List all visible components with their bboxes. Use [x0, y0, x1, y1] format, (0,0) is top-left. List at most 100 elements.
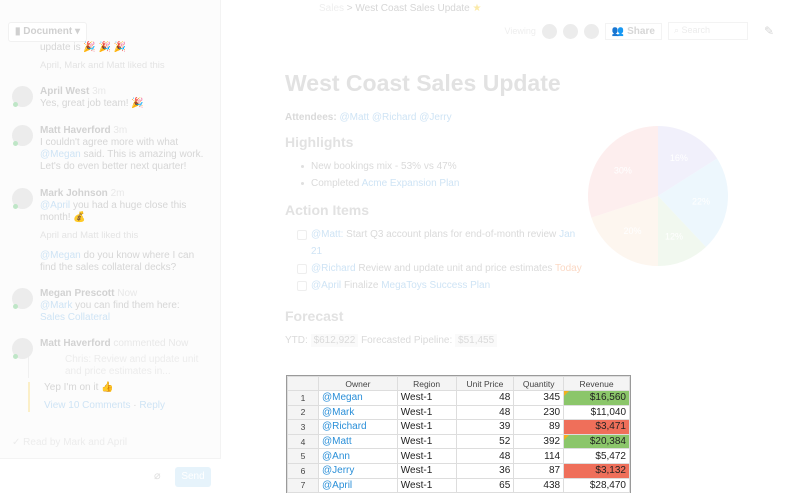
pie-slice [591, 196, 658, 266]
table-cell[interactable]: 52 [455, 433, 515, 450]
online-indicator [13, 141, 18, 146]
send-button[interactable]: Send [175, 467, 211, 487]
table-cell[interactable]: 48 [455, 404, 515, 421]
table-row[interactable]: 3 @Richard West-1 39 89 $3,471 [287, 419, 630, 435]
table-cell[interactable]: @Ann [318, 448, 398, 464]
table-cell[interactable]: $5,472 [563, 448, 630, 464]
table-cell[interactable]: $3,132 [563, 462, 630, 479]
column-header[interactable]: Unit Price [455, 376, 515, 391]
table-row[interactable]: 2 @Mark West-1 48 230 $11,040 [287, 404, 630, 421]
row-number[interactable]: 2 [287, 404, 319, 421]
viewer-avatar[interactable] [583, 23, 599, 39]
mention-link[interactable]: @Megan [40, 250, 81, 261]
table-cell[interactable]: West-1 [396, 448, 457, 464]
people-icon: 👥 [611, 25, 628, 37]
table-cell[interactable]: @Matt [318, 433, 398, 450]
table-cell[interactable]: @Richard [318, 419, 398, 435]
viewer-avatar[interactable] [541, 23, 557, 39]
row-number[interactable]: 7 [287, 477, 319, 493]
share-button[interactable]: 👥 Share [604, 22, 662, 40]
table-cell[interactable]: West-1 [396, 462, 457, 479]
row-number[interactable]: 3 [287, 419, 319, 435]
table-cell[interactable]: West-1 [396, 404, 457, 421]
table-cell[interactable]: 89 [513, 419, 565, 435]
document-icon: ▮ [15, 26, 24, 37]
table-row[interactable]: 4 @Matt West-1 52 392 $20,384 [287, 433, 630, 450]
column-header[interactable]: Revenue [563, 376, 630, 391]
table-cell[interactable]: 48 [455, 448, 515, 464]
table-cell[interactable]: 48 [455, 390, 515, 406]
avatar [12, 125, 33, 146]
table-cell[interactable]: @Jerry [318, 462, 398, 479]
pie-label: 16% [670, 153, 688, 163]
row-number[interactable]: 6 [287, 462, 319, 479]
table-cell[interactable]: West-1 [396, 477, 457, 493]
mention-link[interactable]: @April [40, 200, 71, 211]
table-cell[interactable]: 392 [513, 433, 565, 450]
table-cell[interactable]: 87 [513, 462, 565, 479]
chat-message: update is 🎉 🎉 🎉 April, Mark and Matt like… [40, 42, 165, 71]
column-header[interactable] [287, 376, 319, 391]
row-number[interactable]: 4 [287, 433, 319, 450]
column-header[interactable]: Owner [318, 376, 398, 391]
compose-icon[interactable]: ✎ [763, 24, 774, 38]
pie-label: 20% [623, 226, 641, 236]
table-cell[interactable]: 230 [513, 404, 565, 421]
table-cell[interactable]: West-1 [396, 419, 457, 435]
highlight-item: Completed Acme Expansion Plan [285, 175, 765, 192]
search-icon: ⌕ [673, 25, 682, 35]
column-header[interactable]: Region [396, 376, 457, 391]
table-cell[interactable]: $20,384 [563, 433, 630, 450]
forecast-spreadsheet[interactable]: Owner Region Unit Price Quantity Revenue 1 @Me… [286, 375, 631, 493]
action-item[interactable]: @Matt: Start Q3 account plans for end-of… [285, 226, 585, 260]
table-cell[interactable]: 114 [513, 448, 565, 464]
chat-message: Megan Prescott Now @Mark you can find the… [12, 288, 212, 324]
row-number[interactable]: 5 [287, 448, 319, 464]
message-composer[interactable]: ⌀ Send [0, 458, 221, 491]
pie-label: 30% [614, 165, 632, 175]
viewer-avatar[interactable] [562, 23, 578, 39]
table-row[interactable]: 7 @April West-1 65 438 $28,470 [287, 477, 630, 493]
pie-slice [658, 196, 706, 266]
mention-link[interactable]: @Megan [40, 149, 81, 160]
table-cell[interactable]: @Megan [318, 390, 398, 406]
document-menu-button[interactable]: ▮ Document ▾ [8, 22, 87, 42]
action-item[interactable]: @Richard Review and update unit and pric… [285, 260, 585, 277]
row-number[interactable]: 1 [287, 390, 319, 406]
mention-link[interactable]: @Mark [40, 300, 73, 311]
chat-message: Matt Haverford commented Now Chris: Revi… [12, 338, 212, 412]
table-cell[interactable]: 39 [455, 419, 515, 435]
attachment-icon[interactable]: ⌀ [154, 470, 161, 482]
pie-slice [658, 126, 718, 196]
star-icon[interactable]: ★ [472, 3, 482, 14]
action-item[interactable]: @April Finalize MegaToys Success Plan [285, 277, 585, 294]
table-cell[interactable]: $11,040 [563, 404, 630, 421]
table-cell[interactable]: 345 [513, 390, 565, 406]
table-cell[interactable]: @April [318, 477, 398, 493]
table-cell[interactable]: 438 [513, 477, 565, 493]
table-cell[interactable]: $3,471 [563, 419, 630, 435]
view-comments-link[interactable]: View 10 Comments [44, 400, 131, 411]
table-cell[interactable]: @Mark [318, 404, 398, 421]
highlights-heading: Highlights [285, 134, 354, 150]
table-cell[interactable]: 36 [455, 462, 515, 479]
table-cell[interactable]: $16,560 [563, 390, 630, 406]
table-cell[interactable]: West-1 [396, 390, 457, 406]
breadcrumb: Sales > West Coast Sales Update ★ [319, 3, 482, 14]
table-cell[interactable]: 65 [455, 477, 515, 493]
table-row[interactable]: 6 @Jerry West-1 36 87 $3,132 [287, 462, 630, 479]
table-row[interactable]: 5 @Ann West-1 48 114 $5,472 [287, 448, 630, 464]
reply-link[interactable]: Reply [139, 400, 165, 411]
breadcrumb-parent[interactable]: Sales [319, 3, 345, 14]
attendee-mentions[interactable]: @Matt @Richard @Jerry [339, 112, 452, 123]
acme-plan-link[interactable]: Acme Expansion Plan [361, 178, 460, 189]
ytd-formula[interactable]: $612,922 [310, 334, 359, 347]
table-row[interactable]: 1 @Megan West-1 48 345 $16,560 [287, 390, 630, 406]
table-cell[interactable]: $28,470 [563, 477, 630, 493]
table-cell[interactable]: West-1 [396, 433, 457, 450]
pipeline-formula[interactable]: $51,455 [455, 334, 498, 347]
column-header[interactable]: Quantity [513, 376, 565, 391]
pie-chart: 16% 22% 12% 20% 30% [588, 126, 728, 266]
search-input[interactable]: ⌕ Search [667, 22, 748, 40]
sales-collateral-link[interactable]: Sales Collateral [40, 312, 111, 323]
